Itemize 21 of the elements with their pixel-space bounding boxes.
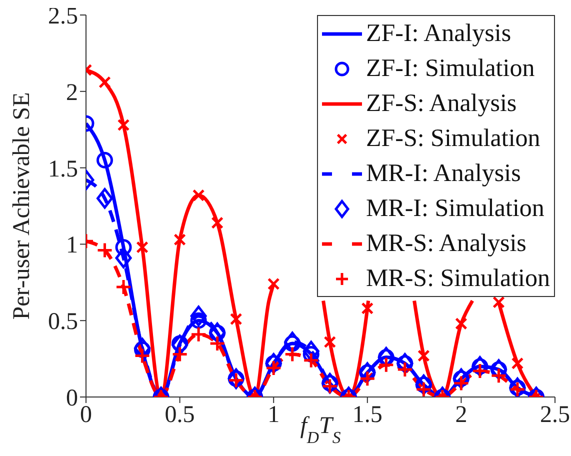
y-axis-title: Per-user Achievable SE	[9, 92, 35, 320]
y-tick-label: 1.5	[48, 156, 78, 182]
y-tick-label: 0.5	[48, 309, 78, 336]
x-tick-label: 0.5	[164, 402, 195, 428]
y-tick-label: 2.5	[48, 4, 78, 30]
x-tick-label: 2.5	[540, 402, 570, 428]
legend-label: MR-I: Analysis	[366, 159, 521, 189]
legend-label: ZF-S: Analysis	[366, 89, 517, 119]
legend-label: MR-S: Analysis	[366, 229, 526, 259]
legend-label: MR-S: Simulation	[366, 264, 550, 294]
legend-label: ZF-I: Simulation	[366, 54, 535, 84]
x-tick-label: 2	[455, 402, 468, 428]
legend-label: MR-I: Simulation	[366, 194, 544, 224]
y-tick-label: 1	[66, 232, 78, 259]
y-tick-label: 0	[66, 386, 78, 412]
x-axis-title: f$_{D}$T$_{S}$	[300, 413, 342, 446]
x-tick-label: 1	[268, 402, 280, 428]
legend-label: ZF-S: Simulation	[366, 124, 540, 154]
legend-label: ZF-I: Analysis	[366, 19, 512, 49]
x-tick-label: 1.5	[352, 402, 382, 428]
y-tick-label: 2	[66, 80, 78, 106]
